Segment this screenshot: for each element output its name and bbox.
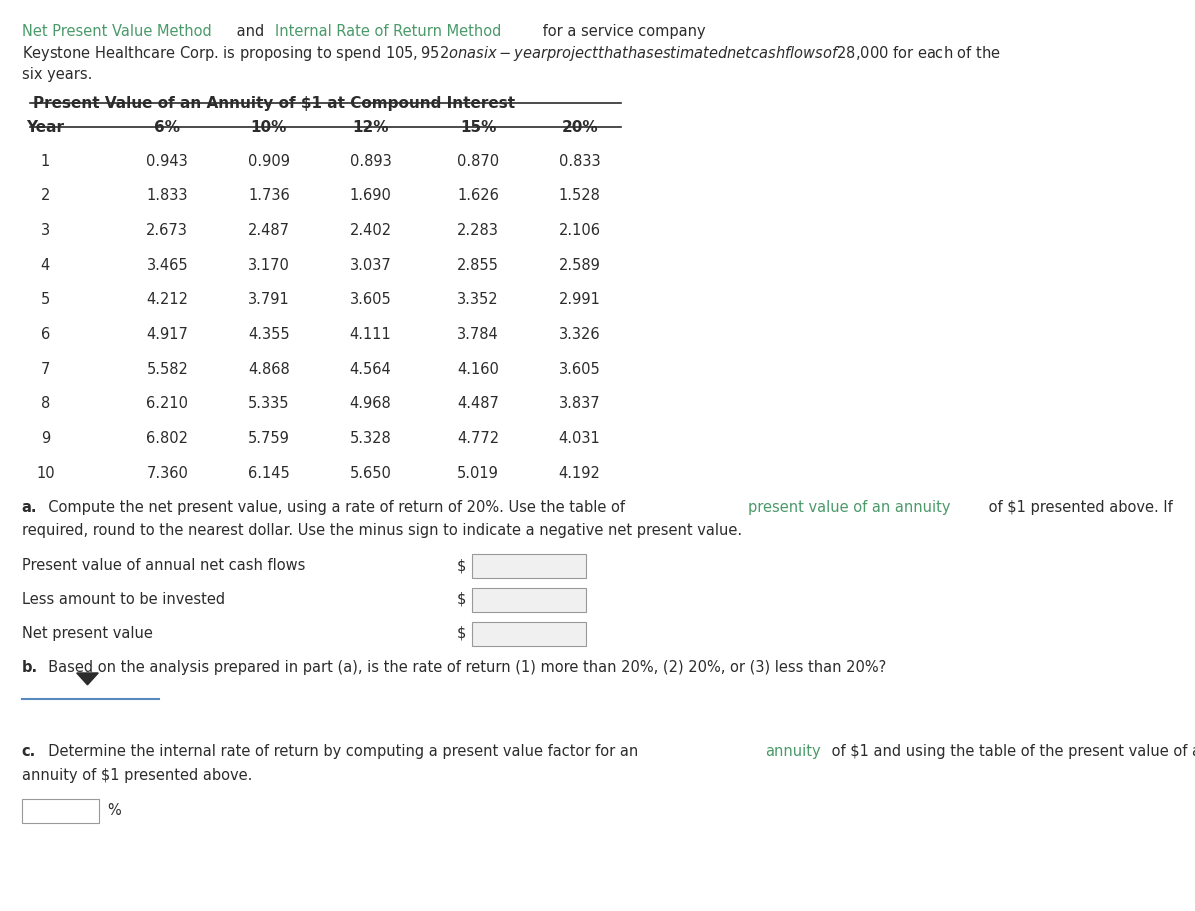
Text: 2.991: 2.991 (558, 292, 601, 307)
Text: of $1 presented above. If: of $1 presented above. If (983, 499, 1172, 514)
Text: c.: c. (22, 743, 36, 758)
Text: 4: 4 (41, 258, 50, 272)
Text: of $1 and using the table of the present value of an: of $1 and using the table of the present… (827, 743, 1195, 758)
Text: Keystone Healthcare Corp. is proposing to spend $105,952 on a six-year project t: Keystone Healthcare Corp. is proposing t… (22, 44, 1000, 63)
Text: 1.690: 1.690 (349, 189, 392, 203)
Text: 2.673: 2.673 (146, 223, 189, 238)
Text: 5.650: 5.650 (349, 465, 392, 480)
Text: 3.465: 3.465 (147, 258, 188, 272)
Text: 2.283: 2.283 (456, 223, 500, 238)
Text: 12%: 12% (353, 120, 388, 135)
Text: 9: 9 (41, 431, 50, 445)
Text: 0.943: 0.943 (147, 153, 188, 169)
Text: 4.564: 4.564 (350, 362, 391, 376)
Text: 10%: 10% (251, 120, 287, 135)
Text: 4.968: 4.968 (350, 395, 391, 411)
Text: 1: 1 (41, 153, 50, 169)
Text: 4.160: 4.160 (456, 362, 500, 376)
Text: 1.833: 1.833 (147, 189, 188, 203)
Text: b.: b. (22, 660, 37, 674)
Text: 3.037: 3.037 (350, 258, 391, 272)
Text: Net Present Value Method: Net Present Value Method (22, 24, 212, 38)
Text: 3.605: 3.605 (350, 292, 391, 307)
Text: 2.855: 2.855 (456, 258, 500, 272)
Text: 6.210: 6.210 (146, 395, 189, 411)
Text: Net present value: Net present value (22, 625, 153, 640)
Text: 5.335: 5.335 (249, 395, 289, 411)
Text: 4.868: 4.868 (249, 362, 289, 376)
Text: Present Value of an Annuity of $1 at Compound Interest: Present Value of an Annuity of $1 at Com… (33, 96, 515, 110)
Text: 4.917: 4.917 (146, 327, 189, 342)
Text: 3.605: 3.605 (559, 362, 600, 376)
Text: present value of an annuity: present value of an annuity (748, 499, 950, 514)
Text: Based on the analysis prepared in part (a), is the rate of return (1) more than : Based on the analysis prepared in part (… (39, 660, 887, 674)
Text: $: $ (456, 591, 466, 606)
Text: 4.355: 4.355 (249, 327, 289, 342)
Text: 3: 3 (41, 223, 50, 238)
Text: 4.487: 4.487 (456, 395, 500, 411)
Text: Present value of annual net cash flows: Present value of annual net cash flows (22, 558, 305, 572)
Text: 0.870: 0.870 (456, 153, 500, 169)
Text: $: $ (456, 625, 466, 640)
Text: 0.833: 0.833 (559, 153, 600, 169)
Text: Year: Year (26, 120, 65, 135)
Text: 3.326: 3.326 (559, 327, 600, 342)
Text: required, round to the nearest dollar. Use the minus sign to indicate a negative: required, round to the nearest dollar. U… (22, 523, 742, 537)
Text: 2.487: 2.487 (247, 223, 290, 238)
Text: six years.: six years. (22, 67, 92, 82)
Text: 4.212: 4.212 (146, 292, 189, 307)
Text: 2.589: 2.589 (558, 258, 601, 272)
Text: for a service company: for a service company (538, 24, 705, 38)
Text: 7: 7 (41, 362, 50, 376)
Text: 7.360: 7.360 (146, 465, 189, 480)
Text: 3.837: 3.837 (559, 395, 600, 411)
Text: 2.402: 2.402 (349, 223, 392, 238)
Text: Internal Rate of Return Method: Internal Rate of Return Method (275, 24, 502, 38)
Text: 1.736: 1.736 (249, 189, 289, 203)
Text: 5: 5 (41, 292, 50, 307)
Text: 6: 6 (41, 327, 50, 342)
Text: annuity of $1 presented above.: annuity of $1 presented above. (22, 767, 252, 782)
Text: Determine the internal rate of return by computing a present value factor for an: Determine the internal rate of return by… (39, 743, 643, 758)
Text: a.: a. (22, 499, 37, 514)
Text: 4.111: 4.111 (350, 327, 391, 342)
Text: 5.328: 5.328 (350, 431, 391, 445)
Text: 5.019: 5.019 (456, 465, 500, 480)
Text: Less amount to be invested: Less amount to be invested (22, 591, 225, 606)
Text: 5.582: 5.582 (146, 362, 189, 376)
Text: 2: 2 (41, 189, 50, 203)
Text: 6%: 6% (154, 120, 180, 135)
Text: 4.192: 4.192 (558, 465, 601, 480)
Text: annuity: annuity (765, 743, 821, 758)
Text: 3.791: 3.791 (249, 292, 289, 307)
Text: 6.802: 6.802 (146, 431, 189, 445)
Text: and: and (232, 24, 269, 38)
Text: 8: 8 (41, 395, 50, 411)
Text: 2.106: 2.106 (558, 223, 601, 238)
Text: Compute the net present value, using a rate of return of 20%. Use the table of: Compute the net present value, using a r… (39, 499, 630, 514)
Text: $: $ (456, 558, 466, 572)
Text: 15%: 15% (460, 120, 496, 135)
Text: 0.909: 0.909 (247, 153, 290, 169)
Text: 0.893: 0.893 (350, 153, 391, 169)
Text: 3.352: 3.352 (458, 292, 498, 307)
Text: 3.170: 3.170 (247, 258, 290, 272)
Text: %: % (108, 802, 122, 816)
Text: 10: 10 (36, 465, 55, 480)
Text: 6.145: 6.145 (249, 465, 289, 480)
Polygon shape (76, 673, 98, 685)
Text: 4.772: 4.772 (456, 431, 500, 445)
Text: 1.626: 1.626 (456, 189, 500, 203)
Text: 20%: 20% (562, 120, 598, 135)
Text: 1.528: 1.528 (558, 189, 601, 203)
Text: 4.031: 4.031 (559, 431, 600, 445)
Text: 3.784: 3.784 (458, 327, 498, 342)
Text: 5.759: 5.759 (247, 431, 290, 445)
